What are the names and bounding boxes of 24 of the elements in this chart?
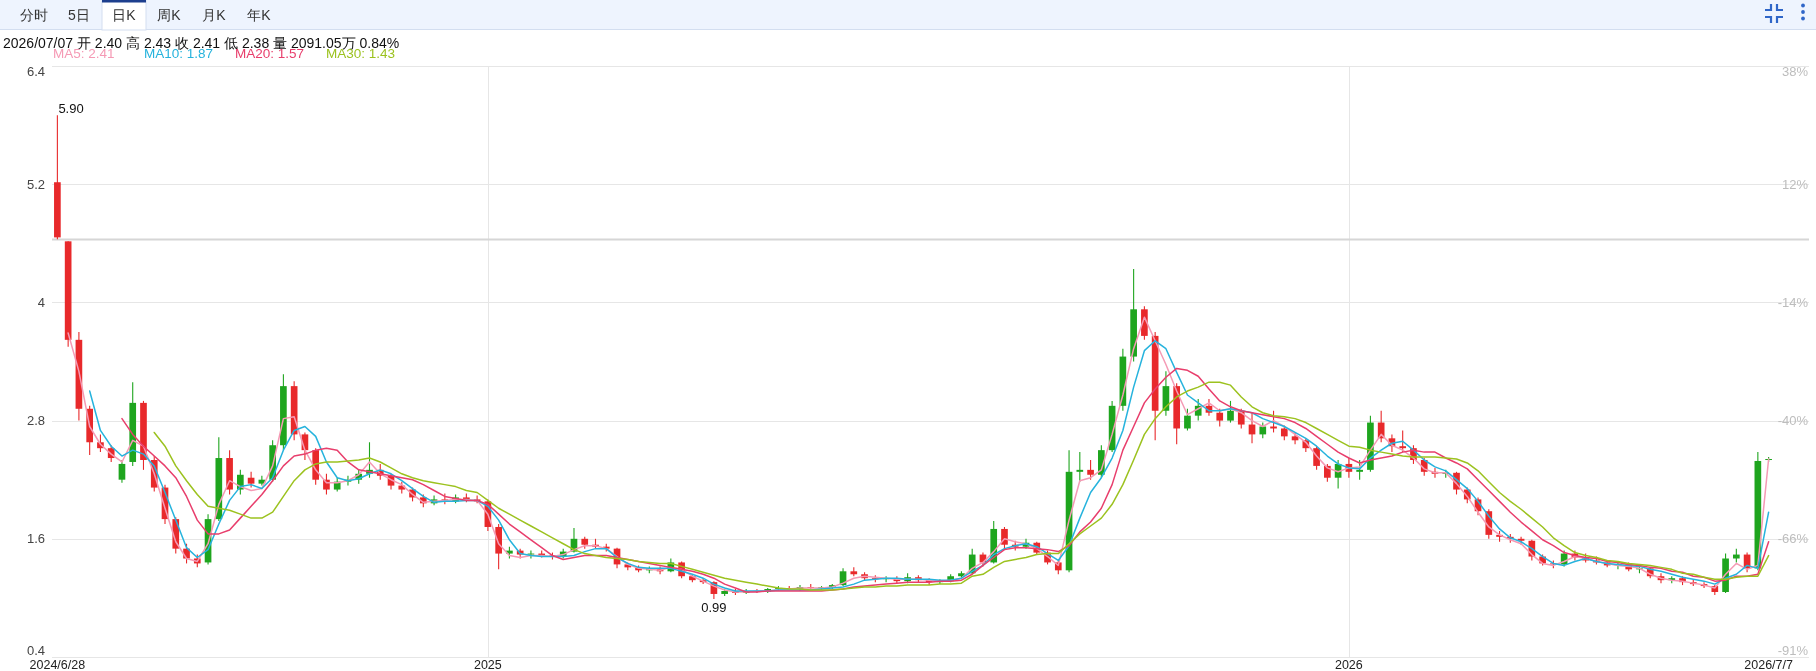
y-tick-label: 1.6 bbox=[26, 531, 45, 547]
y-tick-label: 6.4 bbox=[26, 63, 45, 79]
x-tick-label: 2026 bbox=[1334, 658, 1363, 671]
y-tick-label: 5.2 bbox=[26, 176, 45, 192]
x-tick-label: 2026/7/7 bbox=[1744, 658, 1793, 671]
tab-label: 月K bbox=[202, 7, 226, 23]
tab-label: 周K bbox=[157, 7, 181, 23]
tab-label: 5日 bbox=[68, 7, 90, 23]
y2-tick-label: 38% bbox=[1781, 63, 1808, 79]
y2-tick-label: 12% bbox=[1781, 176, 1808, 192]
annotation: 0.99 bbox=[701, 599, 727, 615]
x-tick-label: 2025 bbox=[474, 658, 502, 671]
tab-label: 日K bbox=[112, 7, 136, 23]
y2-tick-label: -40% bbox=[1777, 412, 1808, 428]
annotation: 5.90 bbox=[58, 101, 84, 117]
y2-tick-label: -14% bbox=[1777, 294, 1808, 310]
y-tick-label: 0.4 bbox=[26, 643, 45, 658]
tab-label: 分时 bbox=[20, 7, 48, 23]
y-tick-label: 2.8 bbox=[26, 413, 45, 429]
x-tick-label: 2024/6/28 bbox=[29, 658, 86, 671]
y2-tick-label: -66% bbox=[1777, 531, 1808, 547]
y2-tick-label: -91% bbox=[1777, 643, 1808, 658]
tab-label: 年K bbox=[247, 7, 271, 23]
y-tick-label: 4 bbox=[37, 294, 45, 310]
